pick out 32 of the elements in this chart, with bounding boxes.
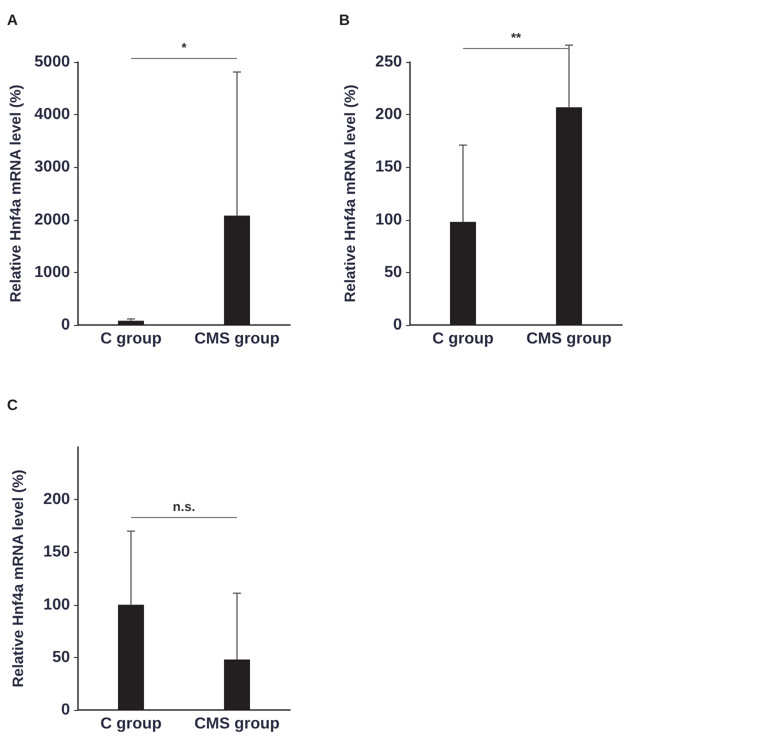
annotation: n.s. bbox=[172, 499, 196, 514]
y-tick-label: 5000 bbox=[34, 54, 70, 70]
y-axis-title: Relative Hnf4a mRNA level (%) bbox=[10, 470, 27, 688]
x-tick-label: CMS group bbox=[526, 330, 612, 348]
chart-title: B bbox=[339, 12, 350, 29]
chart-title: C bbox=[7, 397, 18, 414]
y-tick-label: 4000 bbox=[34, 106, 70, 124]
text: ** bbox=[510, 30, 522, 45]
y-tick-label: 200 bbox=[375, 106, 402, 124]
y-tick-label: 150 bbox=[375, 158, 402, 176]
y-tick-label: 3000 bbox=[34, 158, 70, 176]
text: * bbox=[180, 40, 188, 55]
y-tick-label: 0 bbox=[61, 702, 70, 718]
y-axis-title: Relative Hnf4a mRNA level (%) bbox=[8, 84, 25, 302]
y-tick-label: 250 bbox=[375, 54, 402, 70]
x-tick-label: C group bbox=[100, 716, 162, 732]
y-tick-label: 100 bbox=[43, 596, 70, 614]
y-tick-label: 50 bbox=[52, 648, 70, 666]
x-tick-label: C group bbox=[432, 330, 494, 348]
y-tick-label: 150 bbox=[43, 544, 70, 561]
y-tick-label: 50 bbox=[384, 264, 402, 281]
y-tick-label: 0 bbox=[393, 316, 402, 334]
y-axis-title: Relative Hnf4a mRNA level (%) bbox=[342, 84, 359, 302]
y-tick-label: 2000 bbox=[34, 211, 70, 228]
x-tick-label: CMS group bbox=[194, 330, 280, 348]
y-tick-label: 0 bbox=[61, 316, 70, 334]
y-tick-label: 200 bbox=[43, 491, 70, 508]
x-tick-label: CMS group bbox=[194, 716, 280, 732]
y-tick-label: 100 bbox=[375, 211, 402, 228]
chart-title: A bbox=[7, 12, 18, 29]
y-tick-label: 1000 bbox=[34, 264, 70, 281]
x-tick-label: C group bbox=[100, 330, 162, 348]
